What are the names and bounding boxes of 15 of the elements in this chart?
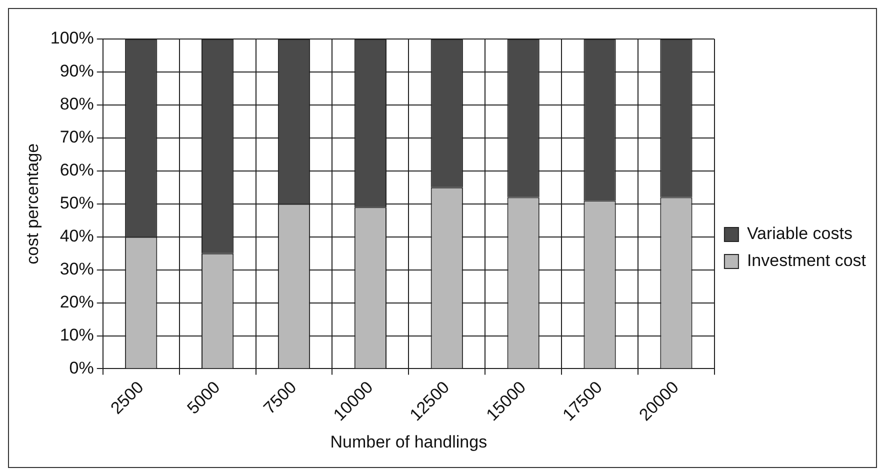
y-tick-label: 0% — [69, 358, 94, 378]
y-tick-label: 80% — [60, 94, 94, 114]
y-axis-title: cost percentage — [22, 143, 42, 264]
legend-label: Investment cost — [746, 251, 866, 270]
y-tick-label: 60% — [60, 160, 94, 180]
y-tick-label: 50% — [60, 194, 94, 213]
y-tick-label: 20% — [60, 292, 94, 312]
legend-label: Variable costs — [746, 224, 852, 244]
y-tick-label: 70% — [60, 128, 94, 147]
y-tick-label: 90% — [60, 62, 94, 81]
y-tick-label: 30% — [60, 260, 94, 279]
y-tick-label: 100% — [50, 28, 94, 48]
x-axis-title: Number of handlings — [330, 432, 488, 452]
y-tick-label: 40% — [60, 226, 94, 246]
y-tick-label: 10% — [60, 325, 94, 344]
